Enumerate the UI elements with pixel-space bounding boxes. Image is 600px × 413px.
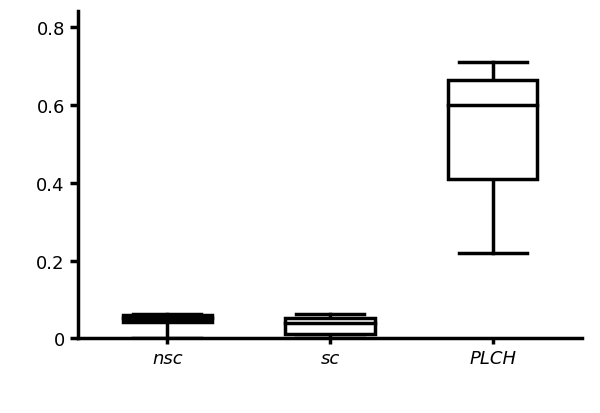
Bar	[448, 81, 537, 179]
Bar	[123, 316, 212, 322]
Bar	[285, 318, 375, 334]
